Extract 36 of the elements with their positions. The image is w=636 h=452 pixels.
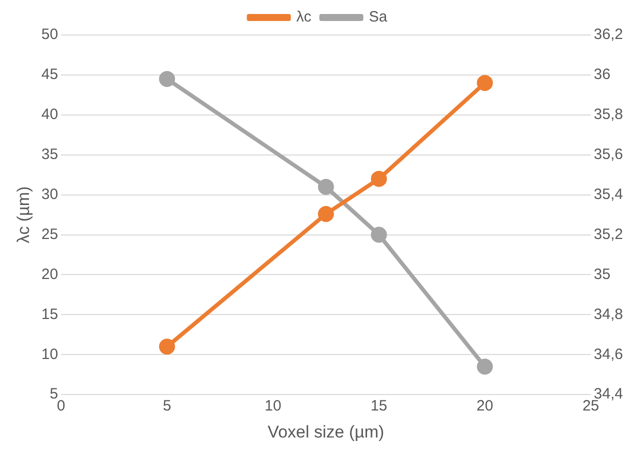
point	[476, 358, 493, 375]
legend-label: λc	[296, 8, 312, 26]
y-tick-label: 15	[41, 306, 58, 323]
legend-label: Sa	[368, 8, 388, 26]
point	[159, 338, 176, 355]
y-tick-label: 40	[41, 106, 58, 124]
point	[370, 170, 387, 187]
y2-tick-label: 35,2	[594, 226, 624, 243]
y2-tick-label: 35,8	[594, 106, 624, 124]
point	[370, 226, 387, 243]
y-tick-label: 30	[41, 186, 58, 203]
y-tick-label: 50	[41, 26, 58, 44]
y-axis-title: λc (µm)	[14, 186, 33, 244]
y-tick-label: 45	[41, 66, 58, 84]
y2-tick-label: 35,4	[594, 186, 624, 203]
y2-tick-label: 36,2	[594, 26, 624, 44]
point	[476, 74, 493, 91]
point	[318, 178, 334, 195]
x-tick-label: 15	[370, 398, 388, 415]
x-tick-label: 10	[264, 398, 282, 415]
y2-tick-label: 34,8	[594, 306, 624, 323]
x-tick-label: 20	[476, 398, 494, 415]
y2-tick-label: 34,6	[594, 346, 624, 363]
x-tick-label: 5	[162, 398, 172, 415]
y-tick-label: 5	[50, 386, 58, 403]
x-tick-label: 0	[56, 398, 66, 415]
y2-tick-label: 35	[594, 266, 610, 283]
y-tick-label: 35	[41, 146, 58, 164]
y-tick-label: 20	[41, 266, 58, 283]
y-tick-label: 10	[41, 346, 58, 363]
y2-tick-label: 36	[594, 66, 610, 84]
y2-tick-label: 35,6	[594, 146, 624, 164]
point	[318, 206, 334, 222]
x-axis-title: Voxel size (µm)	[268, 422, 384, 442]
point	[159, 70, 176, 87]
y-tick-label: 25	[41, 226, 58, 243]
